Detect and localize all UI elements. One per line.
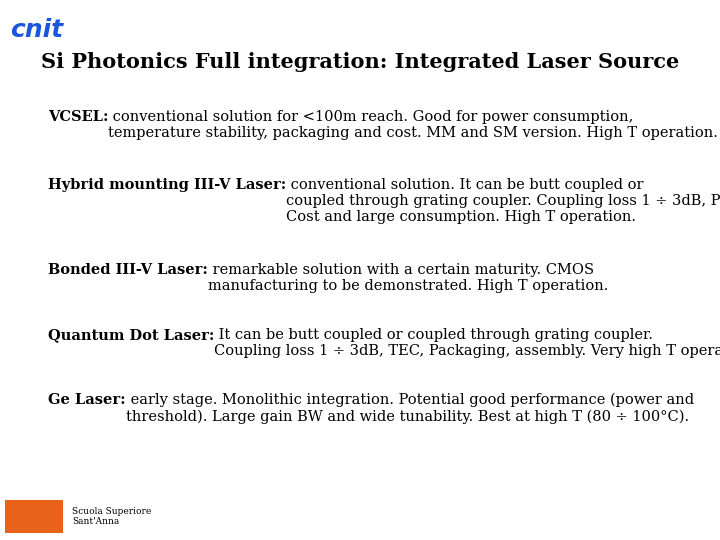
Text: remarkable solution with a certain maturity. CMOS
manufacturing to be demonstrat: remarkable solution with a certain matur… (208, 263, 608, 293)
Text: Ge Laser:: Ge Laser: (48, 393, 125, 407)
Text: early stage. Monolithic integration. Potential good performance (power and
thres: early stage. Monolithic integration. Pot… (125, 393, 694, 424)
Text: It can be butt coupled or coupled through grating coupler.
Coupling loss 1 ÷ 3dB: It can be butt coupled or coupled throug… (215, 328, 720, 358)
Text: Quantum Dot Laser:: Quantum Dot Laser: (48, 328, 215, 342)
Text: Scuola Superiore
Sant'Anna: Scuola Superiore Sant'Anna (72, 507, 151, 526)
Text: Hybrid mounting III-V Laser:: Hybrid mounting III-V Laser: (48, 178, 287, 192)
FancyBboxPatch shape (5, 500, 63, 533)
Text: conventional solution. It can be butt coupled or
coupled through grating coupler: conventional solution. It can be butt co… (287, 178, 720, 225)
Text: Si Photonics Full integration: Integrated Laser Source: Si Photonics Full integration: Integrate… (41, 52, 679, 72)
Text: VCSEL:: VCSEL: (48, 110, 109, 124)
Text: cnit: cnit (10, 18, 63, 42)
Text: conventional solution for <100m reach. Good for power consumption,
temperature s: conventional solution for <100m reach. G… (109, 110, 719, 140)
Text: Bonded III-V Laser:: Bonded III-V Laser: (48, 263, 208, 277)
